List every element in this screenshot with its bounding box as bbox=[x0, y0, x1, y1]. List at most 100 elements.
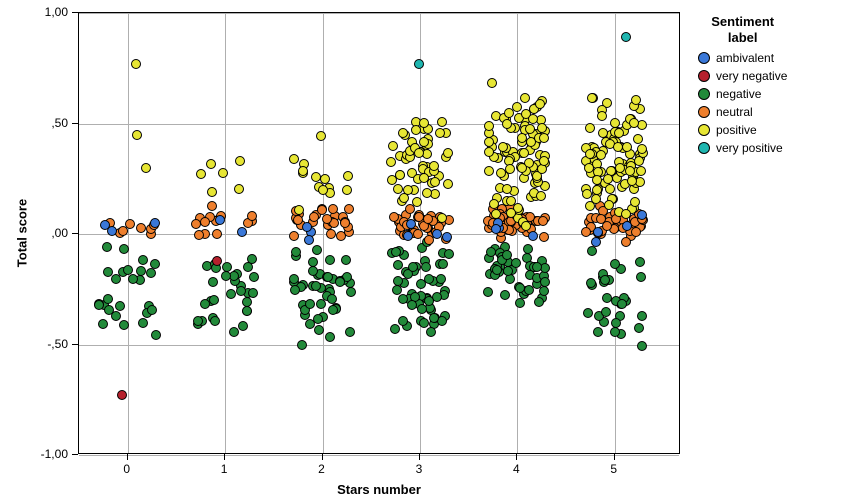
y-tick bbox=[72, 344, 78, 345]
data-point bbox=[117, 390, 127, 400]
data-point bbox=[592, 175, 602, 185]
data-point bbox=[587, 93, 597, 103]
legend-marker-icon bbox=[698, 142, 710, 154]
data-point bbox=[238, 321, 248, 331]
data-point bbox=[532, 262, 542, 272]
data-point bbox=[119, 320, 129, 330]
data-point bbox=[636, 272, 646, 282]
x-tick-label: 0 bbox=[123, 462, 130, 476]
data-point bbox=[242, 306, 252, 316]
data-point bbox=[633, 134, 643, 144]
legend-item: negative bbox=[698, 85, 787, 103]
data-point bbox=[615, 163, 625, 173]
data-point bbox=[151, 330, 161, 340]
data-point bbox=[593, 327, 603, 337]
data-point bbox=[424, 296, 434, 306]
gridline-vertical bbox=[225, 13, 226, 453]
data-point bbox=[627, 176, 637, 186]
data-point bbox=[506, 208, 516, 218]
data-point bbox=[635, 257, 645, 267]
y-tick-label: ,50 bbox=[51, 116, 68, 130]
data-point bbox=[503, 266, 513, 276]
data-point bbox=[298, 166, 308, 176]
data-point bbox=[519, 148, 529, 158]
data-point bbox=[311, 281, 321, 291]
data-point bbox=[237, 227, 247, 237]
data-point bbox=[601, 307, 611, 317]
data-point bbox=[631, 95, 641, 105]
data-point bbox=[191, 219, 201, 229]
data-point bbox=[318, 185, 328, 195]
y-tick bbox=[72, 123, 78, 124]
data-point bbox=[423, 214, 433, 224]
data-point bbox=[150, 218, 160, 228]
data-point bbox=[539, 133, 549, 143]
y-tick-label: 1,00 bbox=[45, 5, 68, 19]
data-point bbox=[123, 265, 133, 275]
data-point bbox=[226, 289, 236, 299]
data-point bbox=[309, 212, 319, 222]
data-point bbox=[528, 231, 538, 241]
data-point bbox=[234, 184, 244, 194]
legend-item: neutral bbox=[698, 103, 787, 121]
data-point bbox=[389, 212, 399, 222]
data-point bbox=[398, 128, 408, 138]
data-point bbox=[200, 299, 210, 309]
data-point bbox=[102, 242, 112, 252]
data-point bbox=[515, 298, 525, 308]
data-point bbox=[316, 131, 326, 141]
data-point bbox=[524, 285, 534, 295]
data-point bbox=[229, 327, 239, 337]
data-point bbox=[111, 311, 121, 321]
data-point bbox=[386, 157, 396, 167]
data-point bbox=[119, 244, 129, 254]
data-point bbox=[323, 272, 333, 282]
data-point bbox=[586, 278, 596, 288]
data-point bbox=[424, 274, 434, 284]
data-point bbox=[539, 156, 549, 166]
data-point bbox=[341, 255, 351, 265]
gridline-vertical bbox=[323, 13, 324, 453]
data-point bbox=[289, 274, 299, 284]
data-point bbox=[637, 144, 647, 154]
data-point bbox=[602, 293, 612, 303]
data-point bbox=[483, 287, 493, 297]
data-point bbox=[136, 266, 146, 276]
data-point bbox=[193, 316, 203, 326]
data-point bbox=[634, 323, 644, 333]
y-tick bbox=[72, 233, 78, 234]
x-tick-label: 5 bbox=[610, 462, 617, 476]
data-point bbox=[138, 255, 148, 265]
legend-item: very negative bbox=[698, 67, 787, 85]
data-point bbox=[343, 171, 353, 181]
gridline-horizontal bbox=[79, 455, 679, 456]
data-point bbox=[390, 324, 400, 334]
x-tick-label: 1 bbox=[221, 462, 228, 476]
data-point bbox=[617, 299, 627, 309]
data-point bbox=[484, 147, 494, 157]
data-point bbox=[407, 300, 417, 310]
data-point bbox=[429, 313, 439, 323]
data-point bbox=[622, 142, 632, 152]
data-point bbox=[304, 235, 314, 245]
data-point bbox=[291, 247, 301, 257]
data-point bbox=[212, 256, 222, 266]
legend-title: Sentimentlabel bbox=[698, 14, 787, 45]
data-point bbox=[103, 267, 113, 277]
legend-item-label: neutral bbox=[716, 105, 753, 119]
data-point bbox=[536, 191, 546, 201]
data-point bbox=[403, 231, 413, 241]
y-tick bbox=[72, 454, 78, 455]
data-point bbox=[289, 154, 299, 164]
data-point bbox=[391, 247, 401, 257]
data-point bbox=[635, 177, 645, 187]
x-tick bbox=[322, 454, 323, 460]
data-point bbox=[208, 277, 218, 287]
data-point bbox=[236, 286, 246, 296]
data-point bbox=[327, 294, 337, 304]
data-point bbox=[484, 166, 494, 176]
data-point bbox=[581, 227, 591, 237]
data-point bbox=[131, 59, 141, 69]
data-point bbox=[417, 304, 427, 314]
data-point bbox=[215, 215, 225, 225]
